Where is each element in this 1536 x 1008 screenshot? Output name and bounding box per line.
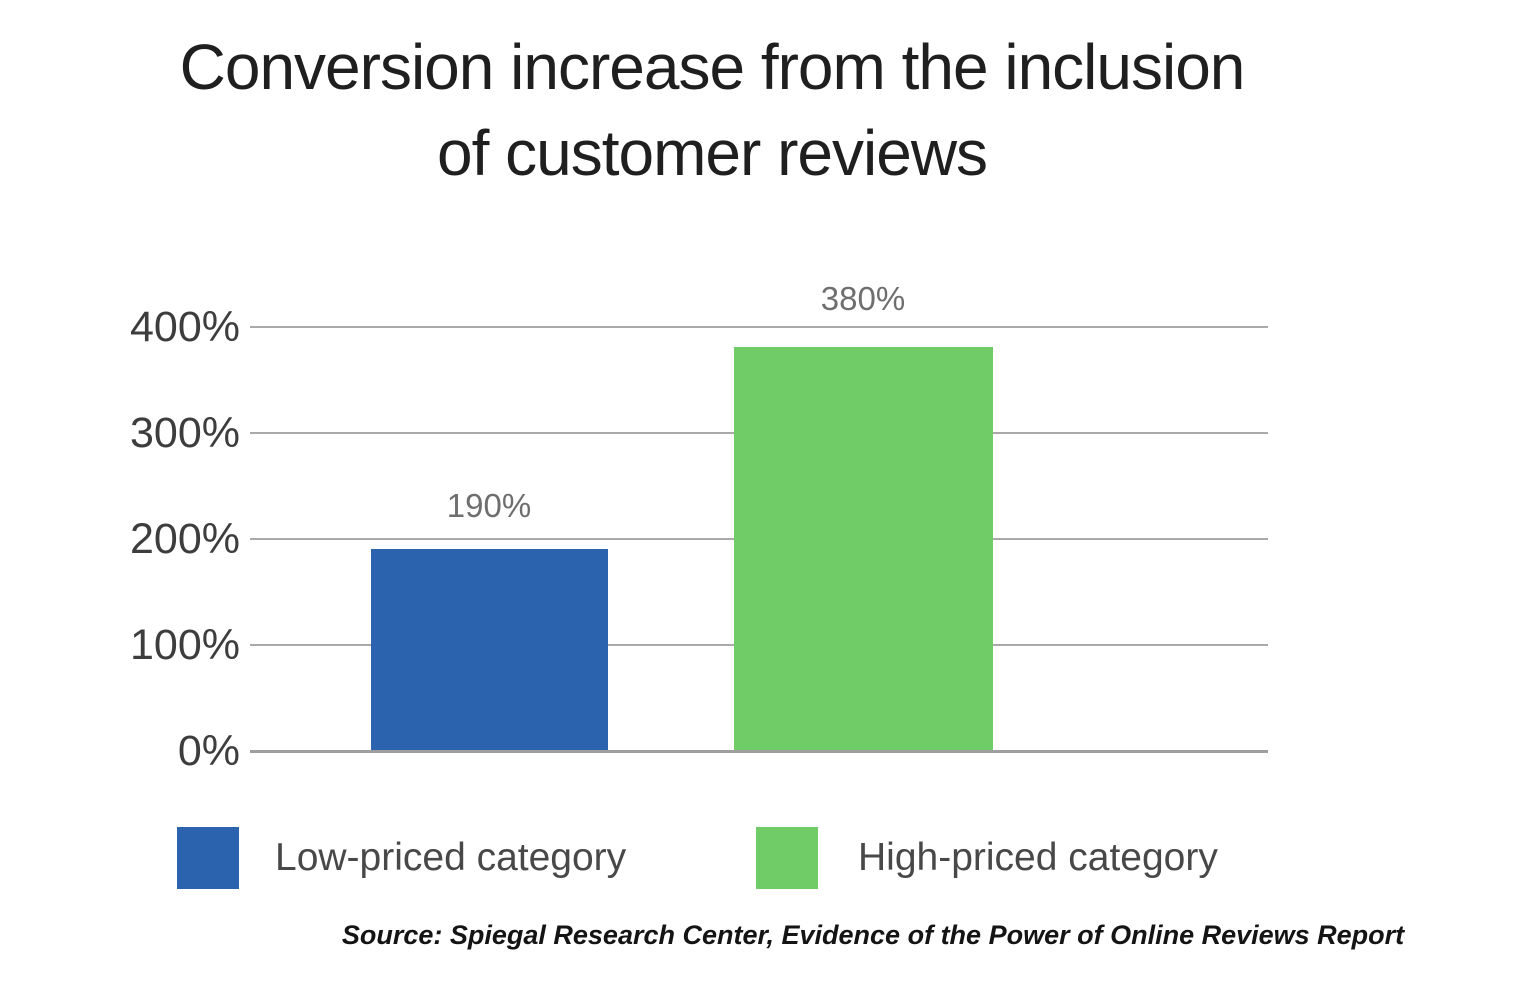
gridline-400	[250, 326, 1268, 328]
y-axis-tick-0: 0%	[177, 727, 240, 775]
legend-swatch-low-priced	[177, 827, 239, 889]
source-citation: Source: Spiegal Research Center, Evidenc…	[341, 920, 1405, 950]
value-label-high-priced: 380%	[820, 280, 906, 317]
chart-title-line1: Conversion increase from the inclusion	[179, 31, 1246, 103]
bar-low-priced	[371, 549, 608, 750]
legend-swatch-high-priced	[756, 827, 818, 889]
gridline-0-baseline	[250, 750, 1268, 753]
bar-high-priced	[734, 347, 993, 750]
chart-title: Conversion increase from the inclusion o…	[0, 24, 1424, 196]
y-axis-tick-300: 300%	[130, 409, 240, 457]
chart-title-line2: of customer reviews	[436, 117, 988, 189]
value-label-low-priced: 190%	[446, 487, 532, 524]
legend-label-low-priced: Low-priced category	[275, 836, 627, 879]
y-axis-tick-200: 200%	[130, 515, 240, 563]
y-axis-tick-100: 100%	[130, 621, 240, 669]
legend-label-high-priced: High-priced category	[858, 836, 1218, 879]
y-axis-tick-400: 400%	[130, 303, 240, 351]
